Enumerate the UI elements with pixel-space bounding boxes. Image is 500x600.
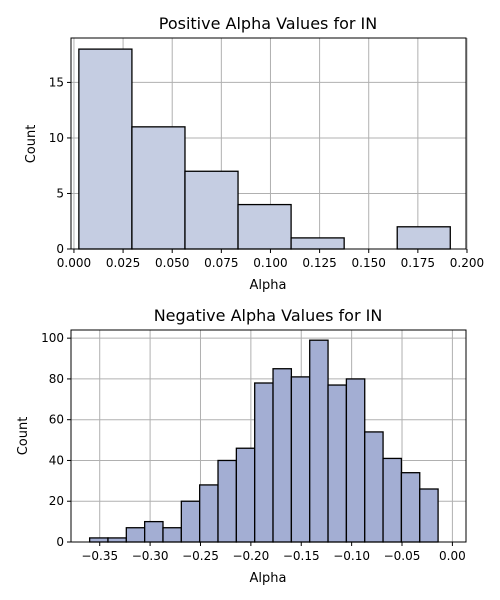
chart-2-bar <box>88 537 109 543</box>
chart-2-bar <box>272 368 293 543</box>
chart-2-bars <box>88 339 439 543</box>
chart-2-ylabel: Count <box>16 417 31 456</box>
chart-1-xtick-label: 0.100 <box>253 256 287 270</box>
chart-2-bar <box>382 457 403 543</box>
chart-1-xtick-label: 0.050 <box>155 256 189 270</box>
chart-2-ytick-label: 80 <box>49 372 64 386</box>
chart-1-xtick-label: 0.025 <box>106 256 140 270</box>
chart-2-bar <box>327 384 348 543</box>
chart-2-bar <box>254 382 274 543</box>
chart-2-xtick-label: −0.35 <box>81 549 118 563</box>
chart-2-bar <box>364 431 384 543</box>
chart-2-bar <box>400 472 421 543</box>
chart-1-xtick-label: 0.125 <box>302 256 336 270</box>
chart-1-bar <box>78 48 133 250</box>
chart-1-bar <box>237 203 292 250</box>
chart-1-bar <box>131 126 186 250</box>
chart-2-bar <box>180 500 201 543</box>
chart-1-ytick-label: 15 <box>49 75 64 89</box>
chart-1-bar <box>396 226 451 250</box>
chart-1-frame <box>70 37 467 250</box>
chart-2-xtick-label: 0.00 <box>439 549 466 563</box>
chart-1-bars <box>78 48 451 250</box>
chart-2-bar <box>235 447 256 543</box>
chart-2-bar <box>199 484 219 543</box>
chart-1-bar <box>184 170 239 250</box>
chart-2-bar <box>162 527 182 543</box>
chart-2-bar <box>309 339 329 543</box>
chart-2-ytick-label: 0 <box>56 535 64 549</box>
chart-2-bar <box>144 520 164 543</box>
chart-2-ytick-label: 100 <box>41 331 64 345</box>
chart-1-xtick-label: 0.200 <box>450 256 484 270</box>
chart-1-ytick-label: 0 <box>56 242 64 256</box>
chart-2-bar <box>125 527 146 543</box>
chart-1-ytick-label: 5 <box>56 186 64 200</box>
positive-alpha-chart: Positive Alpha Values for IN 0.000 0.025 0… <box>24 14 484 293</box>
chart-2-ytick-label: 40 <box>49 453 64 467</box>
negative-alpha-chart: Negative Alpha Values for IN −0.35 −0.30−… <box>16 306 467 586</box>
chart-2-xtick-label: −0.25 <box>182 549 219 563</box>
chart-1-ylabel: Count <box>24 125 39 164</box>
chart-1-xtick-label: 0.175 <box>401 256 435 270</box>
chart-2-ytick-label: 60 <box>49 413 64 427</box>
chart-2-ticks: −0.35 −0.30 −0.25 −0.20 −0.15 −0.10 −0.05 0.00 0… <box>41 331 466 563</box>
chart-2-bar <box>217 459 238 543</box>
chart-1-ytick-label: 10 <box>49 131 64 145</box>
chart-2-xtick-label: −0.10 <box>333 549 370 563</box>
chart-2-xlabel: Alpha <box>250 571 287 586</box>
chart-1-xtick-label: 0.150 <box>352 256 386 270</box>
chart-1-xtick-label: 0.000 <box>57 256 91 270</box>
chart-1-xtick-label: 0.075 <box>204 256 238 270</box>
chart-2-bar <box>107 537 127 543</box>
chart-2-bar <box>290 376 311 543</box>
chart-2-frame <box>70 329 467 543</box>
chart-2-bar <box>419 488 439 543</box>
chart-1-title: Positive Alpha Values for IN <box>159 14 377 33</box>
chart-2-ytick-label: 20 <box>49 494 64 508</box>
chart-1-bar <box>290 237 345 250</box>
chart-2-xtick-label: −0.30 <box>132 549 169 563</box>
chart-2-bar <box>345 378 366 543</box>
chart-1-xlabel: Alpha <box>250 278 287 293</box>
chart-2-title: Negative Alpha Values for IN <box>154 306 383 325</box>
chart-2-xtick-label: −0.20 <box>232 549 269 563</box>
chart-2-xtick-label: −0.05 <box>384 549 421 563</box>
chart-1-ticks: 0.000 0.025 0.050 0.075 0.100 0.125 0.150 0.175… <box>49 75 484 270</box>
chart-2-xtick-label: −0.15 <box>283 549 320 563</box>
